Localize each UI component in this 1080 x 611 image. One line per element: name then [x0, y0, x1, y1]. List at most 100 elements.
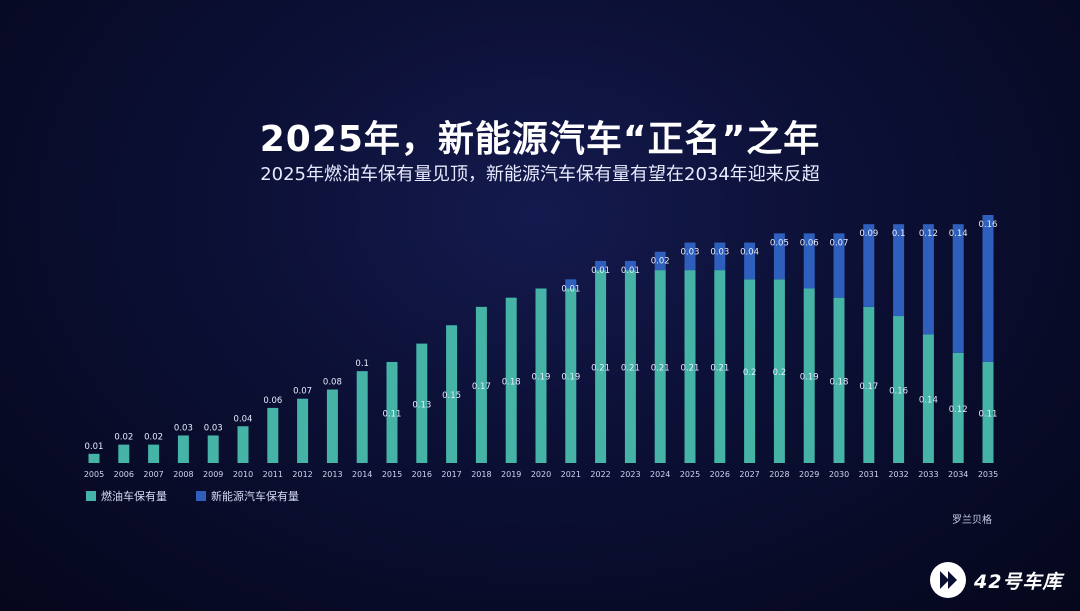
- legend-swatch-fuel: [86, 491, 96, 501]
- data-label-nev-2029: 0.06: [800, 238, 819, 248]
- data-label-fuel-2005: 0.01: [85, 442, 104, 452]
- x-tick-2010: 2010: [233, 470, 253, 479]
- data-label-nev-2033: 0.12: [919, 229, 938, 239]
- legend-swatch-nev: [196, 491, 206, 501]
- data-label-fuel-2010: 0.04: [234, 414, 253, 424]
- bar-fuel-2025: [684, 270, 696, 463]
- data-label-fuel-2031: 0.17: [859, 382, 878, 392]
- bar-fuel-2027: [744, 279, 756, 463]
- x-tick-2028: 2028: [769, 470, 789, 479]
- bar-fuel-2013: [326, 389, 338, 463]
- x-tick-2017: 2017: [441, 470, 461, 479]
- bar-nev-2032: [893, 224, 905, 317]
- data-label-fuel-2022: 0.21: [591, 364, 610, 374]
- data-label-nev-2024: 0.02: [651, 257, 670, 267]
- bar-fuel-2033: [922, 334, 934, 463]
- bar-fuel-2014: [356, 371, 368, 463]
- x-tick-2006: 2006: [114, 470, 134, 479]
- bar-fuel-2029: [803, 288, 815, 463]
- bar-nev-2027: [744, 242, 756, 280]
- x-tick-2019: 2019: [501, 470, 521, 479]
- bar-fuel-2031: [863, 306, 875, 463]
- legend-label-fuel: 燃油车保有量: [101, 490, 167, 503]
- source-note: 罗兰贝格: [952, 515, 992, 526]
- bar-nev-2026: [714, 242, 726, 271]
- data-label-fuel-2008: 0.03: [174, 423, 193, 433]
- bar-fuel-2030: [833, 297, 845, 463]
- x-tick-2011: 2011: [263, 470, 283, 479]
- data-label-nev-2026: 0.03: [710, 248, 729, 258]
- data-label-fuel-2017: 0.15: [442, 391, 461, 401]
- data-label-nev-2027: 0.04: [740, 248, 759, 258]
- x-tick-2035: 2035: [978, 470, 998, 479]
- x-tick-2022: 2022: [590, 470, 610, 479]
- x-tick-2009: 2009: [203, 470, 223, 479]
- data-label-fuel-2034: 0.12: [949, 405, 968, 415]
- bar-fuel-2018: [475, 306, 487, 463]
- watermark: 42号车库: [928, 560, 1062, 600]
- x-tick-2008: 2008: [173, 470, 193, 479]
- data-label-nev-2021: 0.01: [561, 284, 580, 294]
- data-label-fuel-2015: 0.11: [383, 409, 402, 419]
- data-label-fuel-2028: 0.2: [773, 368, 787, 378]
- bar-fuel-2032: [893, 316, 905, 463]
- bar-nev-2035: [982, 215, 994, 362]
- x-tick-2015: 2015: [382, 470, 402, 479]
- x-tick-2005: 2005: [84, 470, 104, 479]
- data-label-fuel-2020: 0.19: [532, 373, 551, 383]
- data-label-fuel-2030: 0.18: [830, 377, 849, 387]
- x-tick-2024: 2024: [650, 470, 670, 479]
- data-label-fuel-2009: 0.03: [204, 423, 223, 433]
- x-tick-2014: 2014: [352, 470, 372, 479]
- bar-nev-2034: [952, 224, 964, 353]
- bar-fuel-2024: [654, 270, 666, 463]
- bar-fuel-2007: [148, 444, 160, 463]
- bar-fuel-2006: [118, 444, 130, 463]
- bar-nev-2028: [773, 233, 785, 280]
- x-tick-2013: 2013: [322, 470, 342, 479]
- x-tick-2020: 2020: [531, 470, 551, 479]
- x-tick-2023: 2023: [620, 470, 640, 479]
- bar-fuel-2008: [177, 435, 189, 463]
- bar-fuel-2034: [952, 352, 964, 463]
- data-label-fuel-2011: 0.06: [263, 396, 282, 406]
- data-label-nev-2022: 0.01: [591, 266, 610, 276]
- bar-fuel-2005: [88, 453, 100, 463]
- bar-nev-2022: [595, 260, 607, 271]
- bar-fuel-2020: [535, 288, 547, 463]
- bar-nev-2033: [922, 224, 934, 335]
- x-tick-2027: 2027: [739, 470, 759, 479]
- data-label-fuel-2025: 0.21: [681, 364, 700, 374]
- bar-fuel-2010: [237, 426, 249, 463]
- data-label-nev-2023: 0.01: [621, 266, 640, 276]
- data-label-fuel-2029: 0.19: [800, 373, 819, 383]
- bar-nev-2029: [803, 233, 815, 289]
- data-label-nev-2034: 0.14: [949, 229, 968, 239]
- bar-fuel-2016: [416, 343, 428, 463]
- legend-item-fuel: 燃油车保有量: [86, 488, 167, 504]
- bar-fuel-2026: [714, 270, 726, 463]
- chart-title: 2025年，新能源汽车“正名”之年: [259, 119, 821, 160]
- data-label-fuel-2021: 0.19: [561, 373, 580, 383]
- x-tick-2033: 2033: [918, 470, 938, 479]
- data-label-nev-2032: 0.1: [892, 229, 906, 239]
- x-tick-2026: 2026: [710, 470, 730, 479]
- data-label-fuel-2026: 0.21: [710, 364, 729, 374]
- watermark-text: 42号车库: [974, 570, 1063, 593]
- bar-fuel-2023: [624, 270, 636, 463]
- x-tick-2029: 2029: [799, 470, 819, 479]
- x-tick-2034: 2034: [948, 470, 968, 479]
- chart-subtitle: 2025年燃油车保有量见顶，新能源汽车保有量有望在2034年迎来反超: [260, 164, 820, 185]
- bar-fuel-2011: [267, 407, 279, 463]
- bar-fuel-2028: [773, 279, 785, 463]
- data-label-fuel-2027: 0.2: [743, 368, 757, 378]
- legend-item-nev: 新能源汽车保有量: [196, 488, 299, 504]
- data-label-fuel-2007: 0.02: [144, 433, 163, 443]
- data-label-nev-2030: 0.07: [830, 238, 849, 248]
- bar-fuel-2021: [565, 288, 577, 463]
- data-label-nev-2031: 0.09: [859, 229, 878, 239]
- data-label-fuel-2032: 0.16: [889, 387, 908, 397]
- bar-nev-2021: [565, 279, 577, 289]
- data-label-fuel-2018: 0.17: [472, 382, 491, 392]
